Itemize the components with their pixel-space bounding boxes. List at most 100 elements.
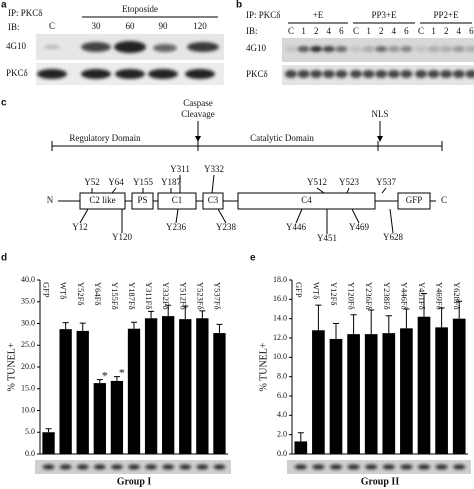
blot-band bbox=[145, 464, 158, 470]
ib-label: IB: bbox=[8, 22, 20, 32]
blot-band bbox=[435, 464, 448, 470]
lane-label: 1 bbox=[301, 26, 306, 36]
blot-band bbox=[196, 464, 209, 470]
y-tick-label: 16.0 bbox=[273, 294, 287, 303]
bar bbox=[179, 319, 192, 454]
site-label: Y238 bbox=[216, 222, 236, 232]
region-label: NLS bbox=[371, 109, 388, 119]
error-bar bbox=[438, 307, 445, 328]
site-line bbox=[217, 208, 227, 224]
lane-label: 1 bbox=[431, 26, 436, 36]
error-bar bbox=[333, 323, 339, 339]
lane-label: C bbox=[288, 26, 294, 36]
category-label: Y238Fδ bbox=[382, 282, 392, 310]
error-bar bbox=[62, 322, 69, 330]
domain-box bbox=[157, 192, 197, 210]
y-axis-label: % TUNEL+ bbox=[6, 342, 17, 391]
category-label: Y332Fδ bbox=[161, 282, 171, 310]
error-bar bbox=[368, 309, 375, 335]
y-tick-label: 20.0 bbox=[21, 362, 35, 371]
error-bar bbox=[148, 310, 155, 319]
blot-band bbox=[375, 46, 388, 52]
bar bbox=[452, 318, 466, 454]
blot-band bbox=[335, 70, 348, 78]
blot-band bbox=[294, 464, 307, 470]
category-label: WTδ bbox=[59, 282, 69, 299]
blot-band bbox=[335, 46, 348, 52]
blot-band bbox=[185, 69, 215, 79]
site-label: Y469 bbox=[349, 222, 369, 232]
blot-band bbox=[128, 464, 140, 470]
domain-label: GFP bbox=[406, 195, 423, 205]
blot-band bbox=[400, 70, 413, 78]
site-line bbox=[346, 187, 350, 194]
terminus-label: N bbox=[47, 195, 54, 205]
blot-band bbox=[187, 42, 219, 52]
row-label: PKCδ bbox=[246, 69, 268, 79]
error-bar bbox=[113, 376, 120, 381]
lane-label: 6 bbox=[404, 26, 409, 36]
site-label: Y451 bbox=[317, 233, 337, 243]
category-label: Y64Fδ bbox=[93, 282, 103, 305]
site-line bbox=[381, 187, 387, 194]
lane-label: 6 bbox=[339, 26, 344, 36]
blot-band bbox=[110, 464, 123, 470]
bar bbox=[144, 318, 158, 454]
bar bbox=[93, 383, 106, 454]
blot-band bbox=[81, 69, 111, 79]
blot-band bbox=[148, 69, 178, 79]
blot-band bbox=[44, 45, 60, 49]
ip-label: IP: PKCδ bbox=[8, 8, 43, 18]
blot-band bbox=[350, 46, 362, 52]
blot-band bbox=[362, 70, 375, 78]
error-bar bbox=[165, 304, 172, 317]
lane-label: 120 bbox=[193, 21, 207, 31]
error-bar bbox=[96, 379, 103, 384]
blot-band bbox=[400, 46, 413, 52]
blot-band bbox=[213, 464, 226, 470]
y-tick-label: 12.0 bbox=[273, 333, 287, 342]
region-label: Cleavage bbox=[181, 109, 214, 119]
domain-label: C2 like bbox=[89, 195, 115, 205]
domain-label: C1 bbox=[172, 195, 183, 205]
y-tick-label: 15.0 bbox=[21, 384, 35, 393]
lane-label: 4 bbox=[457, 26, 462, 36]
site-line bbox=[295, 208, 303, 224]
blot-band bbox=[440, 70, 453, 78]
domain-box bbox=[237, 192, 376, 210]
error-bar bbox=[182, 305, 189, 320]
terminus-label: C bbox=[441, 195, 447, 205]
lane-label: C bbox=[353, 26, 359, 36]
blot-band bbox=[382, 464, 395, 470]
y-tick-label: 40.0 bbox=[21, 275, 35, 284]
panel-letter: e bbox=[250, 253, 256, 264]
x-axis-label: Group II bbox=[361, 476, 400, 487]
lane-label: 90 bbox=[159, 21, 169, 31]
site-line bbox=[175, 208, 179, 224]
error-bar bbox=[45, 428, 52, 433]
site-label: Y537 bbox=[376, 177, 396, 187]
blot-band bbox=[387, 70, 400, 78]
blot-band bbox=[465, 70, 474, 78]
blot-band bbox=[453, 464, 466, 470]
category-label: Y512Fδ bbox=[178, 282, 188, 310]
category-label: WTδ bbox=[311, 282, 321, 299]
y-tick-label: 18.0 bbox=[273, 275, 287, 284]
blot-band bbox=[115, 69, 145, 79]
error-bar bbox=[79, 322, 86, 331]
category-label: Y52Fδ bbox=[76, 282, 86, 305]
blot-band bbox=[427, 46, 440, 52]
bar bbox=[162, 316, 175, 454]
blot-band bbox=[179, 464, 192, 470]
error-bar bbox=[421, 293, 427, 317]
y-tick-label: 8.0 bbox=[277, 371, 287, 380]
site-label: Y523 bbox=[339, 177, 359, 187]
error-bar bbox=[350, 314, 357, 335]
blot-band bbox=[59, 464, 72, 470]
y-tick-label: 5.0 bbox=[25, 427, 35, 436]
bar bbox=[400, 328, 413, 454]
group-label: +E bbox=[313, 10, 324, 20]
lane-label: 6 bbox=[469, 26, 474, 36]
arrow-head bbox=[195, 136, 201, 142]
bar bbox=[312, 330, 325, 454]
